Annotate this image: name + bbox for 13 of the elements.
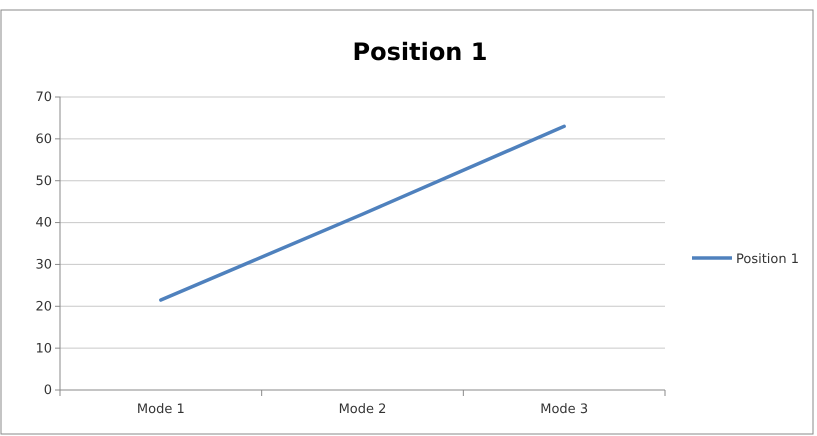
x-tick-label: Mode 1: [136, 402, 185, 418]
x-tick-label: Mode 3: [540, 402, 588, 418]
y-tick-label: 70: [35, 90, 52, 106]
y-tick-label: 30: [35, 258, 52, 273]
y-tick-label: 40: [35, 216, 52, 231]
chart-title: Position 1: [352, 38, 488, 66]
y-tick-label: 0: [44, 383, 52, 398]
y-tick-label: 60: [35, 132, 52, 148]
y-tick-label: 50: [35, 174, 52, 189]
y-tick-label: 10: [35, 341, 52, 356]
x-tick-label: Mode 2: [338, 402, 386, 418]
y-tick-label: 20: [35, 299, 52, 314]
legend-label: Position 1: [736, 252, 800, 267]
